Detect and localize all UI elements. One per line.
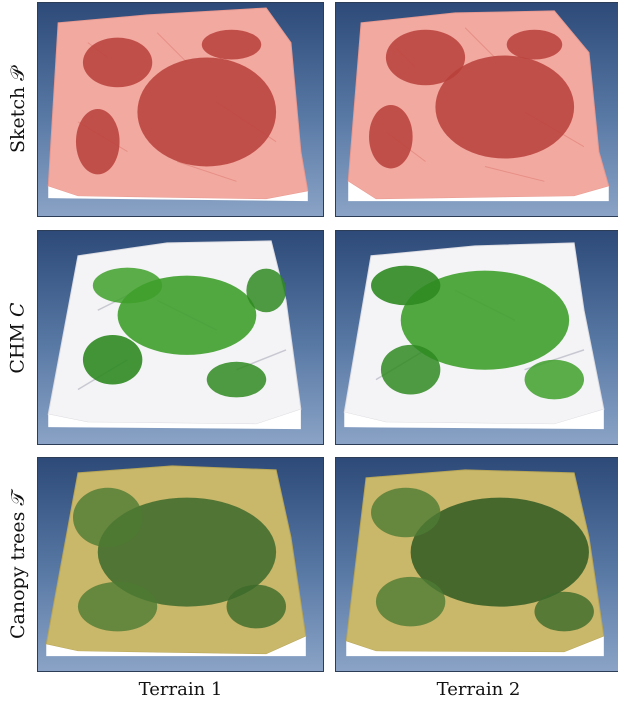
row-label-sketch-text: Sketch 𝒫 [7,66,29,153]
panel-canopy-terrain-1 [37,457,324,672]
row-label-chm: CHM 𝐶 [0,230,36,445]
row-label-sketch: Sketch 𝒫 [0,2,36,217]
row-label-canopy: Canopy trees 𝒯 [0,457,36,672]
chm-terrain-1-render [47,240,302,430]
panel-chm-terrain-1 [37,230,324,445]
canopy-terrain-1-render [45,465,307,657]
panel-canopy-terrain-2 [335,457,618,672]
row-label-chm-text: CHM 𝐶 [7,301,30,374]
sketch-terrain-2-render [347,10,610,202]
row-label-canopy-text: Canopy trees 𝒯 [7,490,29,639]
column-label-terrain-1: Terrain 1 [138,679,223,700]
canopy-terrain-2-render [345,469,605,657]
chm-terrain-2-render [343,242,605,430]
column-label-terrain-2: Terrain 2 [436,679,521,700]
panel-chm-terrain-2 [335,230,618,445]
panel-sketch-terrain-2 [335,2,618,217]
sketch-terrain-1-render [47,7,309,202]
panel-sketch-terrain-1 [37,2,324,217]
